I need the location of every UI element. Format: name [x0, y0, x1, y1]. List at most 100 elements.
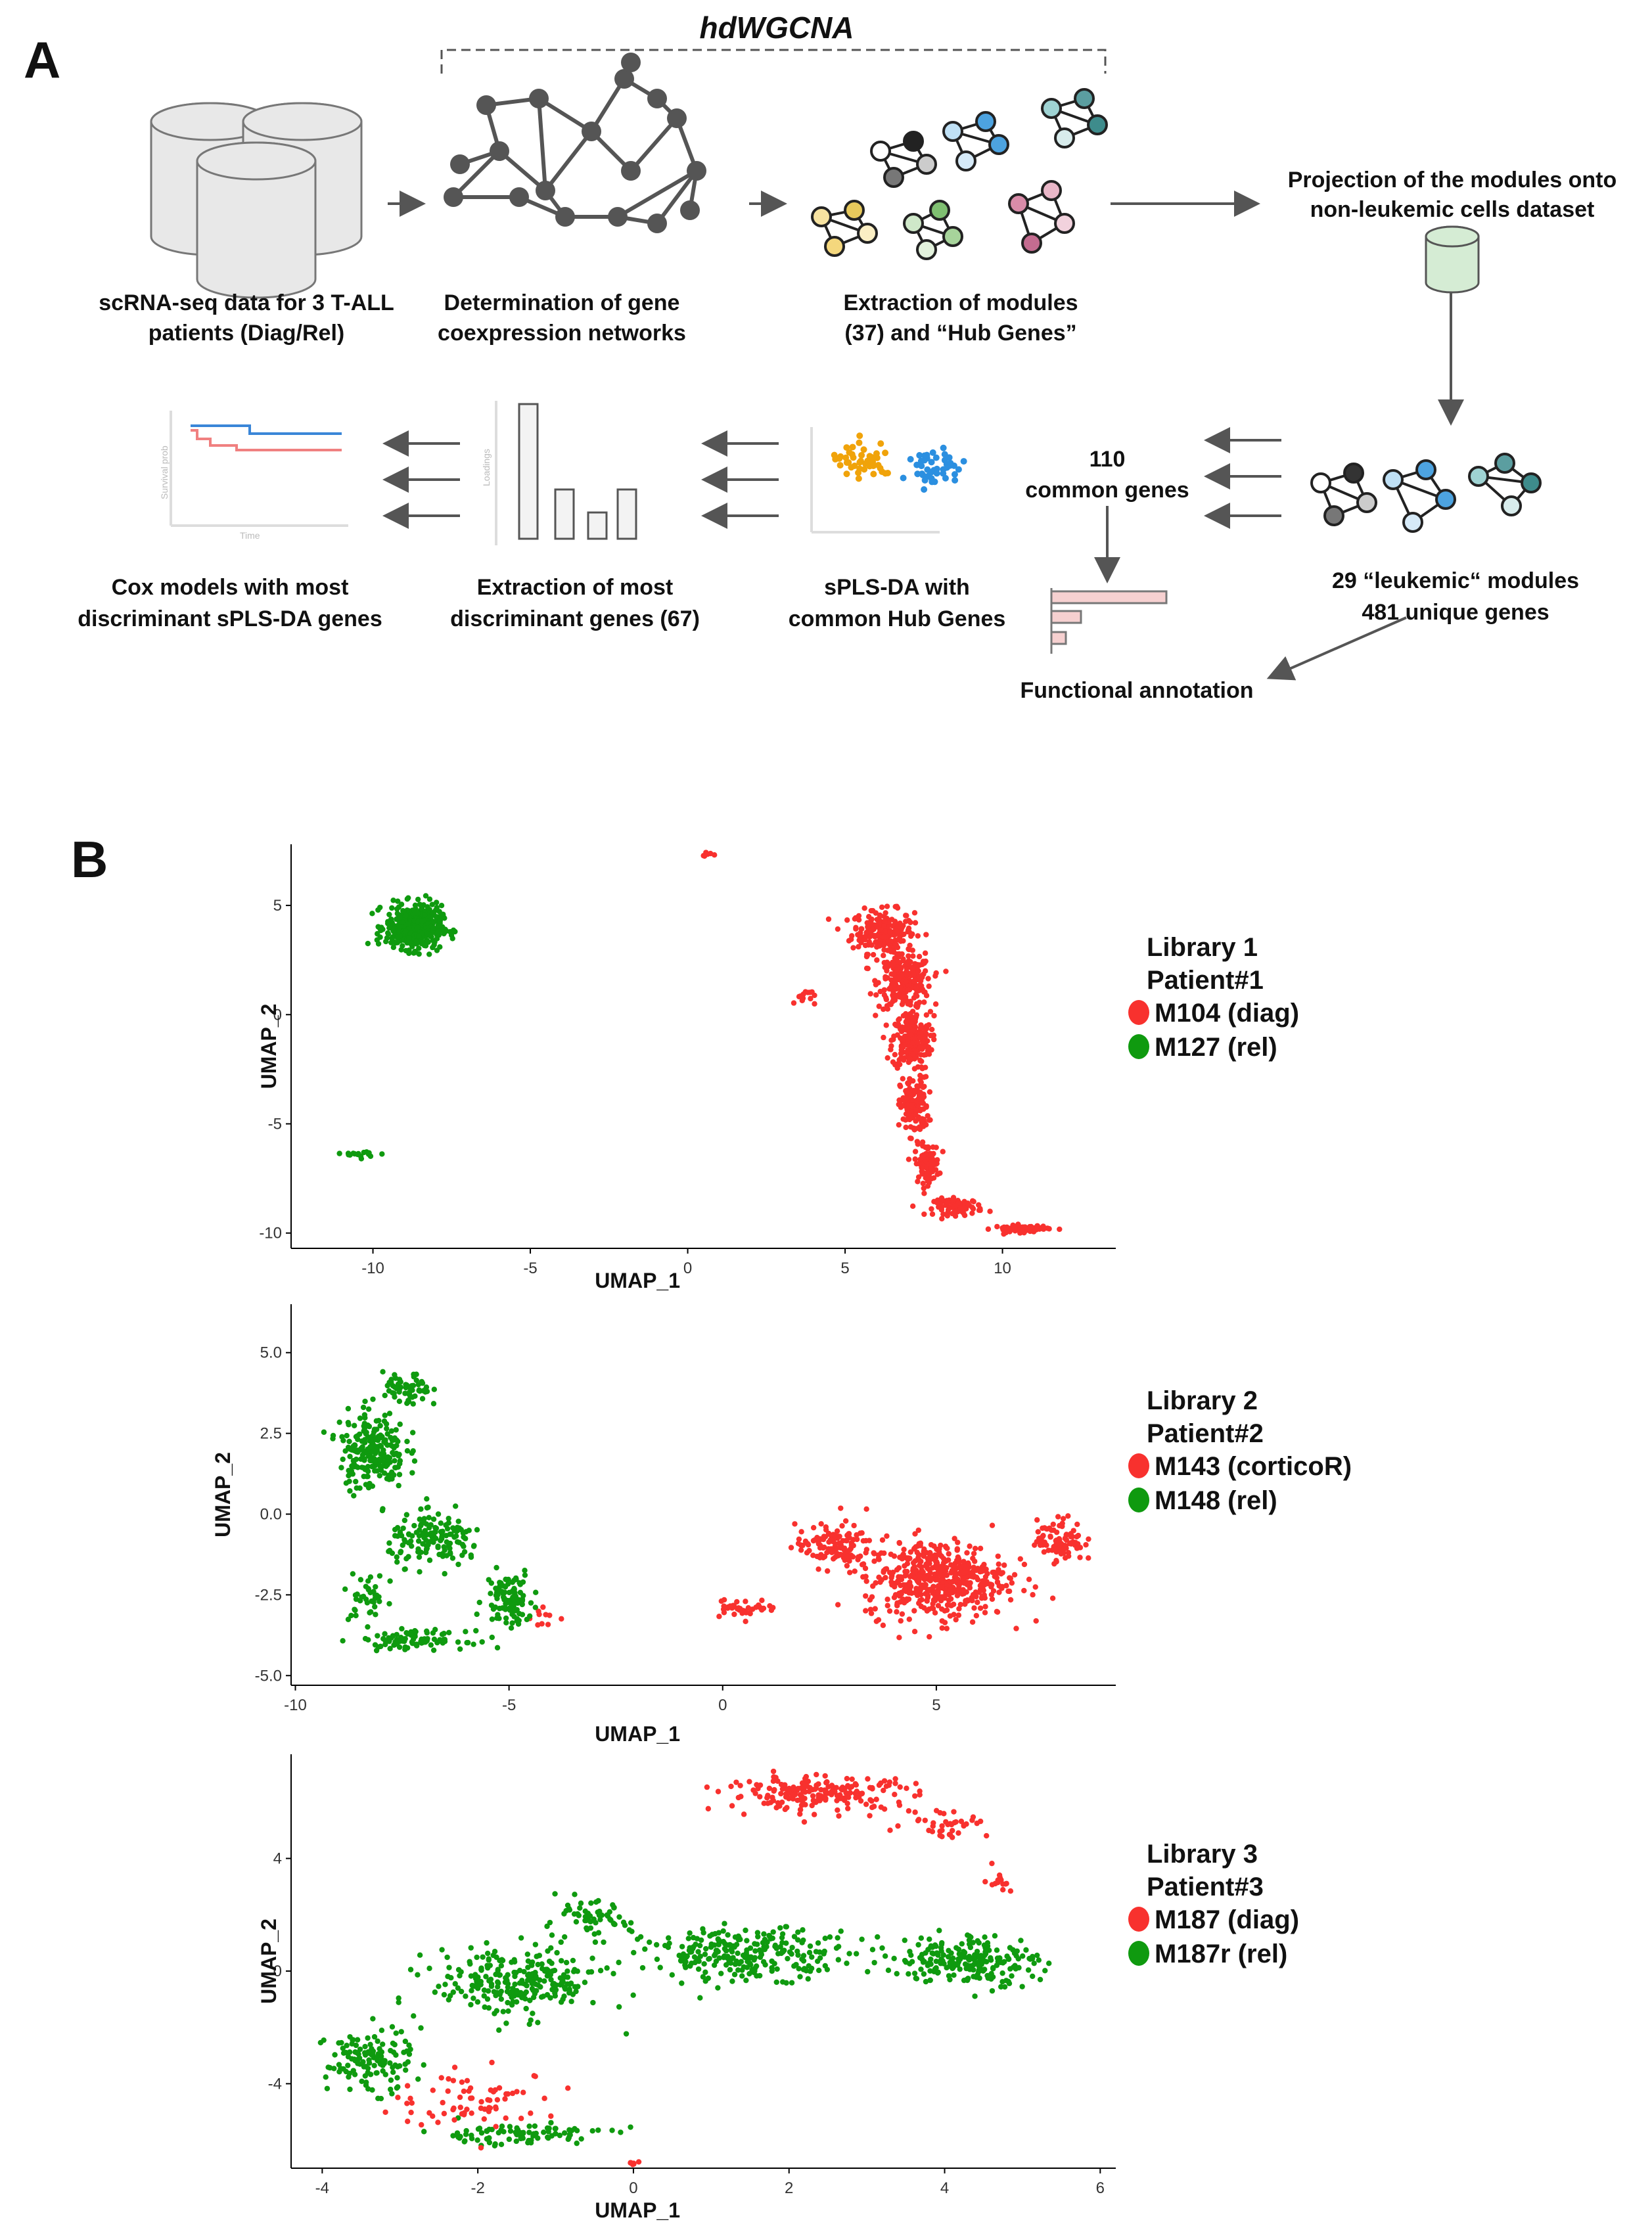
- umap-point: [431, 1386, 438, 1392]
- umap-point: [488, 1591, 493, 1597]
- umap-point: [509, 2002, 515, 2008]
- umap-point: [428, 1642, 434, 1648]
- umap-point: [518, 1935, 524, 1941]
- umap-point: [823, 1524, 829, 1530]
- umap-point: [899, 1102, 905, 1109]
- umap-point: [690, 1945, 696, 1952]
- umap-point: [438, 903, 445, 909]
- umap-point: [561, 2130, 568, 2136]
- umap-point: [884, 1597, 890, 1602]
- umap-point: [394, 1386, 400, 1392]
- umap-point: [406, 950, 412, 957]
- umap-point: [361, 1473, 367, 1480]
- umap-point: [915, 1039, 921, 1045]
- umap-point: [729, 1978, 735, 1984]
- umap-point: [907, 959, 913, 965]
- umap-point: [822, 1936, 828, 1942]
- umap-point: [806, 1949, 813, 1956]
- umap-point: [780, 1949, 786, 1955]
- umap-point: [618, 2129, 624, 2135]
- umap-point: [865, 914, 872, 920]
- umap-point: [759, 1597, 765, 1603]
- umap-point: [906, 1616, 912, 1622]
- umap-point: [909, 1203, 916, 1210]
- splsda-icon-dot: [858, 451, 865, 459]
- umap-point: [894, 1970, 900, 1977]
- umap-point: [744, 1938, 750, 1943]
- umap-point: [455, 1518, 461, 1524]
- umap-point: [923, 1031, 929, 1037]
- umap-point: [975, 1599, 980, 1605]
- umap-point: [503, 2115, 509, 2122]
- umap-point: [969, 1210, 975, 1216]
- umap-point: [879, 1945, 885, 1951]
- umap-point: [964, 1550, 970, 1556]
- umap-point: [493, 1971, 499, 1978]
- umap-point: [900, 1037, 906, 1043]
- umap-point: [971, 1605, 977, 1611]
- umap-point: [940, 1148, 946, 1154]
- umap-point: [795, 1541, 802, 1547]
- umap-point: [824, 1568, 831, 1574]
- umap-point: [875, 1617, 882, 1623]
- umap-point: [770, 1604, 776, 1611]
- umap-point: [377, 1573, 383, 1579]
- umap-point: [446, 1629, 452, 1636]
- umap-point: [430, 925, 436, 931]
- umap-point: [952, 1203, 957, 1209]
- umap-point: [370, 1396, 376, 1402]
- umap-point: [487, 1978, 493, 1984]
- umap-point: [954, 1593, 961, 1599]
- umap-point: [592, 1939, 599, 1945]
- x-tick-label: 5: [840, 1260, 849, 1277]
- umap-point: [478, 2099, 484, 2105]
- umap-point: [946, 1973, 952, 1979]
- umap-point: [809, 1802, 815, 1809]
- umap-point: [939, 1823, 945, 1829]
- umap-point: [478, 2130, 485, 2136]
- umap-point: [323, 2074, 329, 2080]
- umap-point: [410, 1401, 416, 1407]
- umap-point: [913, 1118, 919, 1124]
- umap-point: [978, 1966, 984, 1972]
- umap-point: [858, 1798, 864, 1804]
- umap-point: [354, 1433, 361, 1439]
- umap-point: [566, 2127, 572, 2133]
- legend-library: Library 3: [1147, 1840, 1258, 1869]
- umap-point: [725, 1932, 731, 1938]
- umap-point: [850, 1543, 856, 1549]
- umap-point: [722, 1920, 727, 1926]
- umap-point: [570, 1968, 577, 1974]
- umap-point: [757, 1782, 764, 1788]
- umap-point: [639, 1965, 646, 1971]
- umap-point: [321, 2037, 327, 2043]
- umap-point: [559, 1616, 564, 1622]
- umap-point: [392, 1526, 398, 1533]
- umap-point: [421, 2062, 426, 2068]
- umap-point: [631, 2161, 637, 2167]
- umap-point: [990, 1965, 996, 1971]
- umap-point: [917, 1955, 923, 1961]
- umap-point: [426, 1557, 433, 1563]
- umap-point: [419, 1378, 424, 1385]
- umap-point: [1041, 1549, 1047, 1555]
- umap-point: [702, 1945, 709, 1952]
- modules-label-line1: Extraction of modules: [843, 290, 1078, 315]
- umap-point: [888, 984, 894, 991]
- umap-point: [992, 1933, 998, 1939]
- umap-point: [616, 1914, 622, 1920]
- network-graph-icon: [444, 53, 706, 233]
- umap-point: [535, 2135, 541, 2141]
- umap-point: [405, 1398, 412, 1405]
- umap-point: [547, 1612, 553, 1618]
- umap-point: [934, 1590, 941, 1596]
- umap-point: [1037, 1542, 1044, 1549]
- umap-point: [666, 1935, 672, 1941]
- umap-point: [772, 1943, 778, 1949]
- umap-point: [846, 1570, 853, 1576]
- umap-point: [467, 1961, 473, 1967]
- leukemic-modules-icon: [1310, 453, 1542, 533]
- umap-point: [360, 1404, 367, 1411]
- umap-point: [479, 1639, 485, 1645]
